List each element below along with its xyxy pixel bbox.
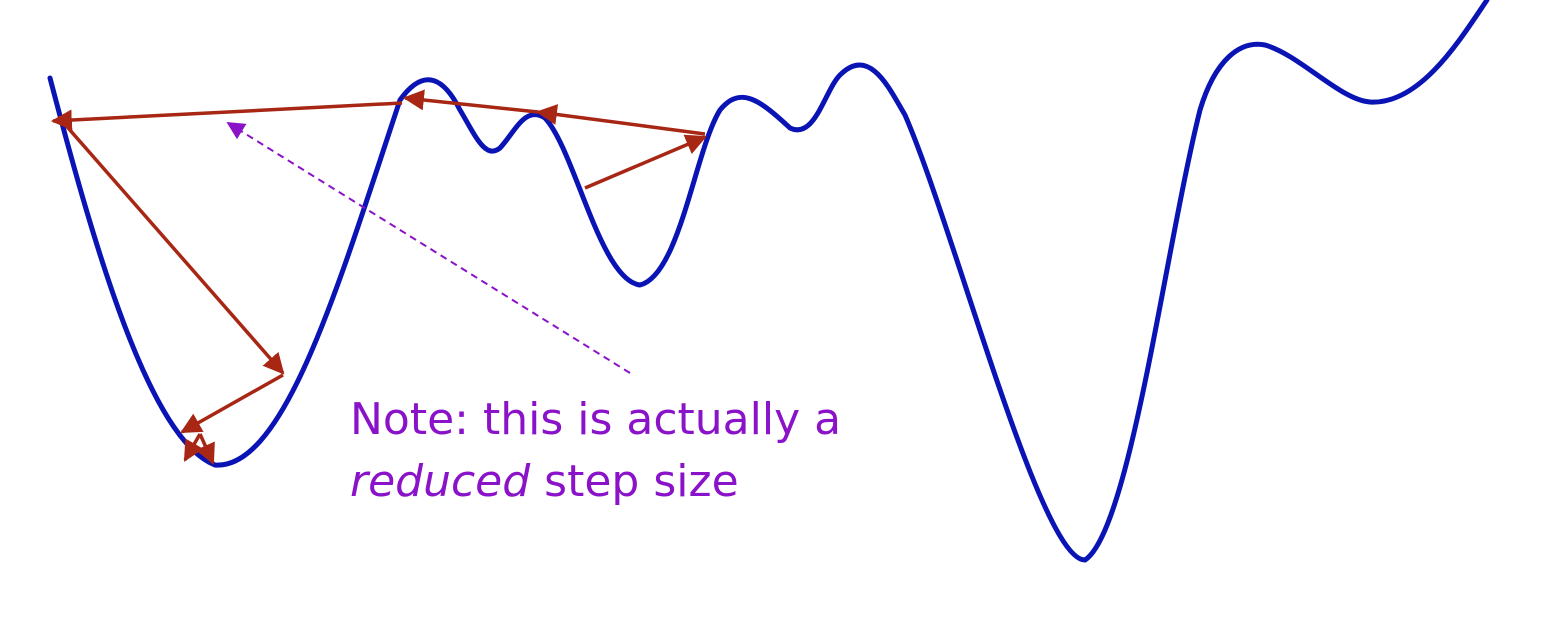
step-arrow <box>402 89 539 114</box>
step-arrow <box>50 101 403 131</box>
step-arrow <box>195 433 215 465</box>
step-arrow <box>180 373 284 434</box>
note-text-line-2: reduced step size <box>350 452 739 512</box>
step-arrow <box>60 119 285 375</box>
step-arrow <box>183 433 204 462</box>
note-text-line-1: Note: this is actually a <box>350 394 842 445</box>
note-pointer-arrow <box>226 122 631 374</box>
note-text-rest: step size <box>530 456 739 507</box>
step-arrow <box>535 104 706 136</box>
objective-landscape-curve <box>47 0 1490 563</box>
note-emphasis-reduced: reduced <box>350 456 531 507</box>
search-step-arrows <box>50 89 707 465</box>
step-arrow <box>584 134 707 190</box>
